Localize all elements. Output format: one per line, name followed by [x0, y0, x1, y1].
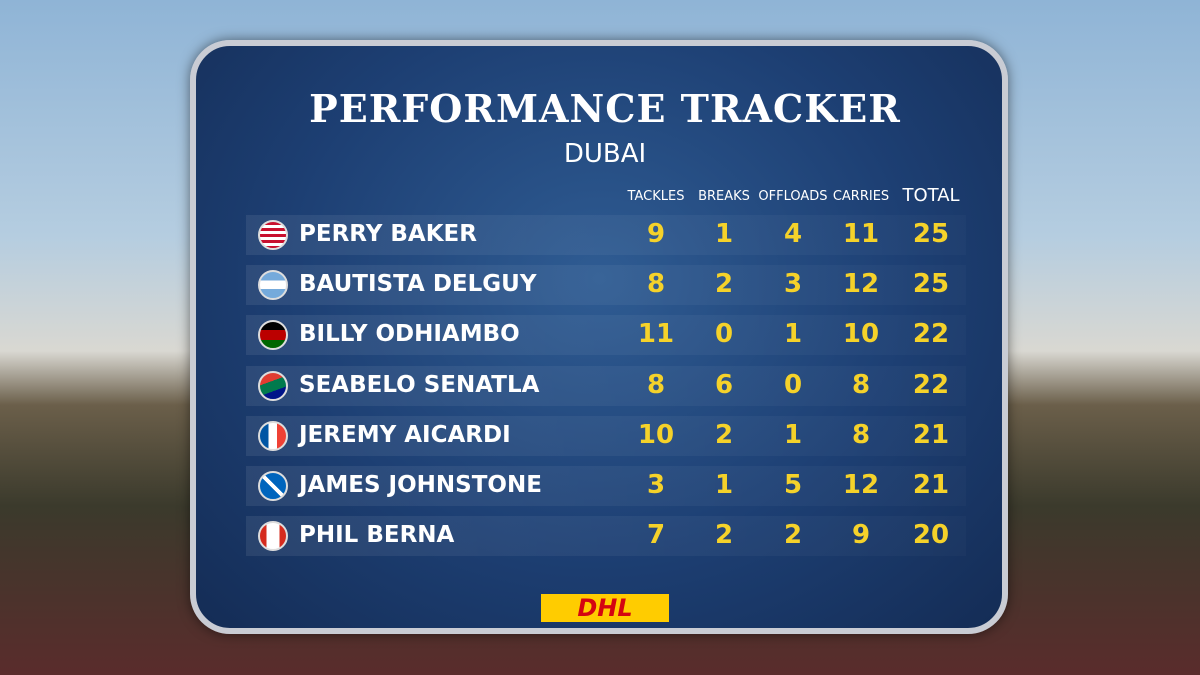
player-name: PERRY BAKER	[299, 221, 477, 247]
player-name: PHIL BERNA	[299, 522, 455, 549]
stat-value: 4	[783, 219, 803, 249]
subtitle: DUBAI	[563, 139, 647, 169]
stat-value: 2	[714, 520, 734, 551]
player-name: BILLY ODHIAMBO	[299, 321, 520, 348]
stat-value: 21	[912, 419, 950, 450]
row-band	[246, 415, 966, 456]
stat-value: 2	[783, 520, 803, 551]
column-header: CARRIES	[832, 189, 890, 204]
stat-value: 11	[637, 319, 675, 350]
stat-value: 8	[851, 419, 871, 450]
flag-icon	[258, 471, 288, 501]
stat-value: 8	[851, 369, 871, 400]
title: PERFORMANCE TRACKER	[309, 86, 901, 131]
stat-value: 9	[646, 219, 666, 249]
stat-value: 2	[714, 269, 734, 300]
column-header: TOTAL	[902, 185, 960, 206]
stat-value: 10	[842, 319, 880, 350]
flag-icon	[258, 220, 288, 250]
stat-value: 6	[714, 369, 734, 400]
stat-value: 0	[714, 319, 734, 350]
stat-value: 3	[646, 470, 666, 500]
flag-icon	[258, 270, 288, 301]
stat-value: 9	[851, 520, 871, 551]
stat-value: 5	[783, 470, 803, 500]
stat-value: 7	[646, 520, 666, 551]
stat-value: 1	[783, 319, 803, 350]
stat-value: 25	[912, 269, 950, 300]
stat-value: 3	[783, 269, 803, 300]
row-band	[246, 215, 966, 255]
stat-value: 2	[714, 419, 734, 450]
flag-icon	[258, 420, 288, 451]
row-band	[246, 315, 966, 356]
column-header: TACKLES	[627, 189, 685, 204]
stat-value: 22	[912, 369, 950, 400]
column-header: OFFLOADS	[758, 189, 828, 204]
stat-value: 11	[842, 219, 880, 249]
player-name: JAMES JOHNSTONE	[299, 472, 542, 498]
column-header: BREAKS	[698, 189, 750, 204]
sponsor-logo: DHL	[541, 594, 669, 622]
row-band	[246, 466, 966, 506]
player-name: JEREMY AICARDI	[299, 421, 511, 448]
stat-value: 25	[912, 219, 950, 249]
stat-value: 8	[646, 269, 666, 300]
stat-value: 12	[842, 470, 880, 500]
row-band	[246, 265, 966, 306]
row-band	[246, 516, 966, 557]
row-band	[246, 365, 966, 406]
stat-value: 22	[912, 319, 950, 350]
stat-value: 1	[714, 219, 734, 249]
stat-value: 10	[637, 419, 675, 450]
stat-value: 1	[714, 470, 734, 500]
stat-value: 0	[783, 369, 803, 400]
player-name: BAUTISTA DELGUY	[299, 271, 537, 298]
stat-value: 20	[912, 520, 950, 551]
player-name: SEABELO SENATLA	[299, 371, 540, 398]
tracker-panel: PERFORMANCE TRACKER DUBAI DHL TACKLES BRE…	[190, 40, 1008, 634]
flag-icon	[258, 521, 288, 552]
flag-icon	[258, 320, 288, 351]
stat-value: 12	[842, 269, 880, 300]
stat-value: 21	[912, 470, 950, 500]
stat-value: 8	[646, 369, 666, 400]
flag-icon	[258, 370, 288, 401]
stat-value: 1	[783, 419, 803, 450]
